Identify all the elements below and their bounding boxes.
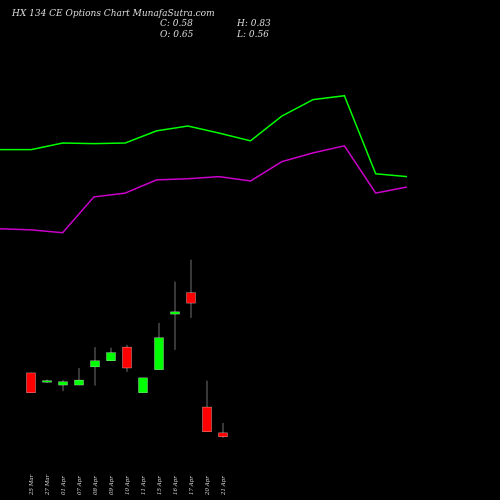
x-tick-label: 25 Mar <box>29 474 35 496</box>
x-tick-label: 20 Apr <box>205 476 211 496</box>
x-tick-label: 01 Apr <box>61 476 67 495</box>
candle-body <box>202 406 212 432</box>
candle-body <box>42 380 52 383</box>
indicator-line <box>0 94 408 178</box>
low-label: L: 0.56 <box>236 30 269 40</box>
candle-body <box>170 311 180 315</box>
candle-body <box>186 292 196 304</box>
candle-body <box>122 346 132 369</box>
x-tick-label: 15 Apr <box>157 476 163 495</box>
candle-body <box>90 360 100 368</box>
x-tick-label: 27 Mar <box>45 474 51 496</box>
x-tick-label: 21 Apr <box>221 476 227 496</box>
close-label: C: 0.58 <box>160 19 193 29</box>
candle-body <box>154 337 164 370</box>
x-tick-label: 08 Apr <box>93 476 99 495</box>
open-label: O: 0.65 <box>160 30 194 40</box>
candle-body <box>58 381 68 386</box>
x-tick-label: 16 Apr <box>173 476 179 495</box>
x-tick-label: 17 Apr <box>189 476 195 495</box>
high-label: H: 0.83 <box>236 19 271 29</box>
candle-body <box>218 432 228 437</box>
x-tick-label: 11 Apr <box>141 476 147 495</box>
x-tick-label: 10 Apr <box>125 476 131 495</box>
candle-body <box>106 352 116 361</box>
indicator-line <box>0 144 408 234</box>
candle-body <box>26 372 36 393</box>
candle-body <box>138 377 148 393</box>
candle-body <box>74 379 84 386</box>
x-tick-label: 09 Apr <box>109 476 115 495</box>
chart-title: HX 134 CE Options Chart MunafaSutra.com <box>11 9 215 19</box>
x-tick-label: 07 Apr <box>77 476 83 495</box>
